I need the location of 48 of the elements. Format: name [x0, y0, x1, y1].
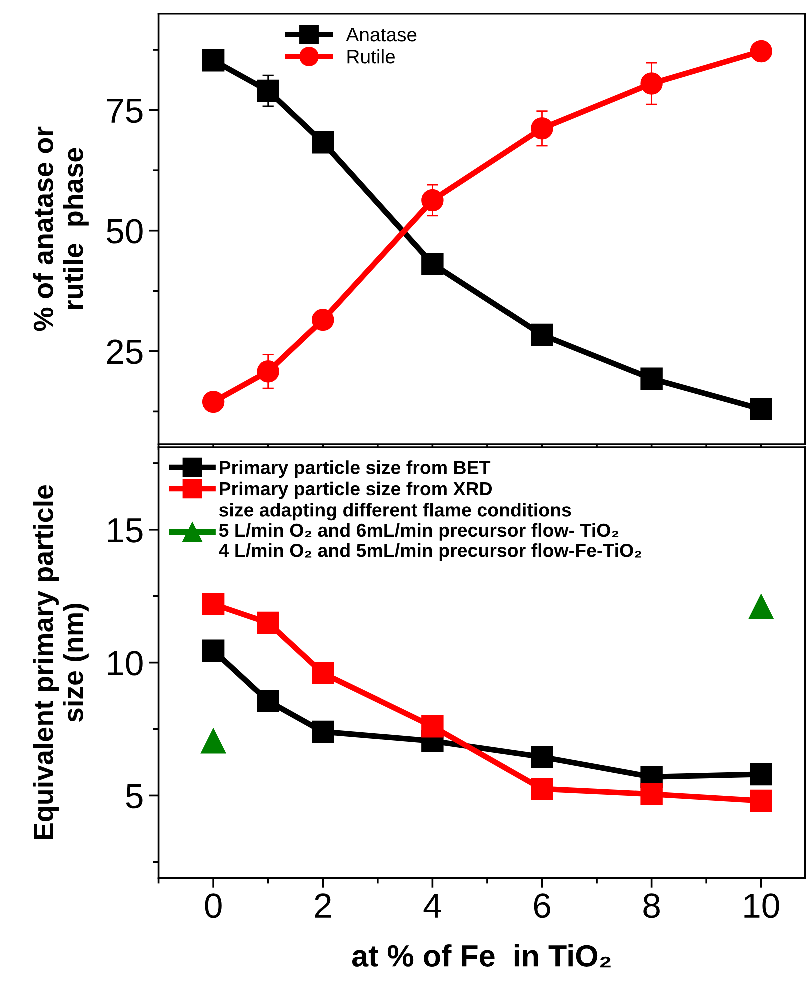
x-axis-title: at % of Fe in TiO₂ [352, 944, 611, 968]
point [257, 80, 280, 102]
y-tick-label: 75 [107, 99, 143, 124]
y-tick-label: 5 [126, 784, 143, 809]
x-tick-label: 6 [534, 894, 550, 918]
point [750, 398, 772, 420]
point [422, 189, 444, 212]
x-tick-label: 0 [205, 894, 222, 918]
point [257, 690, 280, 712]
point [312, 662, 334, 685]
legend-label: Primary particle size from BET [220, 460, 491, 478]
y-axis-title: % of anatase or rutile phase [33, 126, 89, 332]
y-axis-title: Equivalent primary particle size (nm) [33, 485, 89, 840]
point [312, 132, 334, 154]
x-tick-label: 4 [424, 894, 442, 918]
point [750, 763, 772, 786]
x-tick-label: 10 [744, 894, 780, 918]
y-tick-label: 10 [108, 651, 143, 676]
point [202, 390, 225, 414]
point [748, 594, 774, 620]
point [640, 783, 663, 806]
legend-label: size adapting different flame conditions 5 L/min O₂ and 6mL/min precursor flow- TiO₂ 4 L/min O₂ and 5mL/min precursor flow-Fe-TiO₂ [219, 503, 642, 562]
point [312, 720, 334, 744]
y-tick-label: 15 [108, 518, 143, 543]
legend-label: Primary particle size from XRD [220, 482, 492, 500]
y-tick-label: 50 [106, 219, 143, 244]
point [202, 50, 225, 72]
point [750, 790, 772, 812]
x-tick-label: 8 [644, 894, 660, 918]
legend-label: Anatase [346, 28, 417, 42]
point [531, 746, 554, 768]
point [422, 716, 444, 738]
point [531, 118, 554, 140]
point [640, 72, 663, 95]
point [202, 593, 225, 616]
point [750, 40, 772, 63]
point [201, 728, 226, 754]
y-tick-label: 25 [107, 340, 143, 364]
point [312, 308, 334, 332]
point [531, 778, 554, 800]
point [531, 324, 554, 346]
x-tick-label: 2 [315, 894, 332, 918]
legend-label: Rutile [348, 49, 396, 64]
point [257, 612, 280, 634]
point [640, 368, 663, 390]
point [257, 360, 280, 383]
point [202, 640, 225, 662]
point [422, 253, 444, 276]
